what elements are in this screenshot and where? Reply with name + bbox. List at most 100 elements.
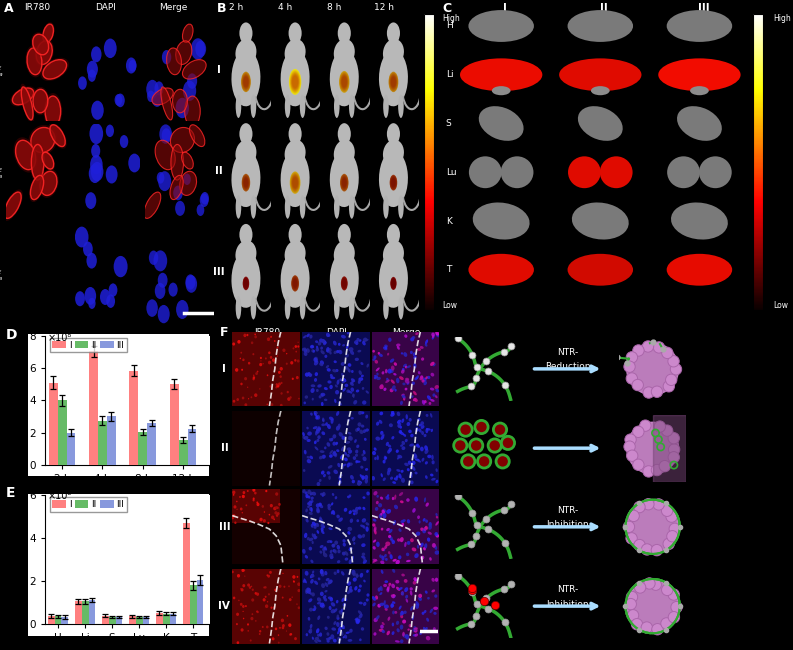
Ellipse shape <box>318 577 320 580</box>
Ellipse shape <box>330 376 335 379</box>
Ellipse shape <box>381 630 385 633</box>
Ellipse shape <box>320 394 324 397</box>
Ellipse shape <box>430 399 435 402</box>
Ellipse shape <box>355 454 358 457</box>
Ellipse shape <box>388 617 390 621</box>
Ellipse shape <box>347 590 351 594</box>
Ellipse shape <box>320 360 324 365</box>
Ellipse shape <box>389 529 393 533</box>
Ellipse shape <box>412 581 416 584</box>
Text: Low: Low <box>773 301 788 310</box>
Ellipse shape <box>348 450 352 454</box>
Ellipse shape <box>432 393 435 396</box>
Ellipse shape <box>426 502 429 507</box>
Ellipse shape <box>390 476 393 480</box>
Ellipse shape <box>322 417 324 422</box>
Ellipse shape <box>305 589 308 594</box>
Ellipse shape <box>190 125 205 146</box>
Circle shape <box>293 278 297 289</box>
Ellipse shape <box>334 360 337 363</box>
Ellipse shape <box>338 23 351 44</box>
Ellipse shape <box>373 559 377 562</box>
Ellipse shape <box>387 494 389 497</box>
Circle shape <box>151 90 163 107</box>
Circle shape <box>116 94 125 107</box>
Ellipse shape <box>415 578 417 582</box>
Ellipse shape <box>232 49 260 107</box>
Ellipse shape <box>321 340 325 343</box>
Ellipse shape <box>398 528 401 532</box>
Circle shape <box>493 423 507 436</box>
Circle shape <box>243 75 249 88</box>
Ellipse shape <box>323 550 325 554</box>
Circle shape <box>282 573 284 574</box>
Ellipse shape <box>322 454 326 459</box>
Ellipse shape <box>334 240 354 268</box>
Circle shape <box>242 174 251 192</box>
Circle shape <box>290 71 301 93</box>
Bar <box>55 616 62 624</box>
Ellipse shape <box>324 387 328 390</box>
Ellipse shape <box>33 34 48 55</box>
Circle shape <box>292 378 294 380</box>
Text: FI-A(2NI)VE
@ Hypoxia: FI-A(2NI)VE @ Hypoxia <box>0 66 2 77</box>
Circle shape <box>91 46 102 62</box>
Ellipse shape <box>429 522 432 526</box>
Ellipse shape <box>352 510 356 513</box>
Ellipse shape <box>324 547 327 551</box>
Ellipse shape <box>309 608 313 612</box>
Ellipse shape <box>339 610 343 615</box>
Ellipse shape <box>428 523 432 527</box>
Circle shape <box>259 630 262 632</box>
Circle shape <box>633 459 644 471</box>
Ellipse shape <box>321 402 324 406</box>
Ellipse shape <box>416 428 419 432</box>
Ellipse shape <box>326 365 329 369</box>
Ellipse shape <box>372 596 376 601</box>
Circle shape <box>270 504 273 508</box>
Ellipse shape <box>313 534 316 540</box>
Ellipse shape <box>50 125 65 146</box>
Text: III: III <box>213 266 224 277</box>
Ellipse shape <box>170 176 183 200</box>
Ellipse shape <box>419 346 423 349</box>
Ellipse shape <box>391 604 394 607</box>
Circle shape <box>244 403 247 406</box>
Ellipse shape <box>311 384 316 387</box>
Ellipse shape <box>410 538 414 542</box>
Ellipse shape <box>344 452 347 456</box>
Ellipse shape <box>351 379 354 384</box>
Circle shape <box>634 501 646 513</box>
Bar <box>183 523 190 624</box>
Ellipse shape <box>321 423 325 426</box>
Ellipse shape <box>336 600 339 603</box>
Circle shape <box>289 70 301 94</box>
Ellipse shape <box>401 592 404 595</box>
Ellipse shape <box>427 597 430 599</box>
Ellipse shape <box>431 333 435 337</box>
Ellipse shape <box>358 370 362 375</box>
Ellipse shape <box>338 124 351 145</box>
Circle shape <box>197 204 205 216</box>
Circle shape <box>239 603 243 606</box>
Ellipse shape <box>232 251 260 308</box>
Ellipse shape <box>572 203 629 239</box>
Circle shape <box>291 73 299 90</box>
Circle shape <box>105 125 114 137</box>
Ellipse shape <box>427 538 431 541</box>
Ellipse shape <box>427 532 432 535</box>
Ellipse shape <box>330 634 335 640</box>
Circle shape <box>257 370 259 372</box>
Ellipse shape <box>372 523 376 526</box>
Ellipse shape <box>29 173 45 202</box>
Circle shape <box>147 90 155 102</box>
Circle shape <box>201 192 209 204</box>
Ellipse shape <box>377 495 379 498</box>
Ellipse shape <box>170 127 194 153</box>
Ellipse shape <box>406 499 410 502</box>
Ellipse shape <box>423 400 427 403</box>
Ellipse shape <box>355 510 358 515</box>
Ellipse shape <box>413 634 416 636</box>
Ellipse shape <box>415 398 418 402</box>
Bar <box>188 428 197 465</box>
